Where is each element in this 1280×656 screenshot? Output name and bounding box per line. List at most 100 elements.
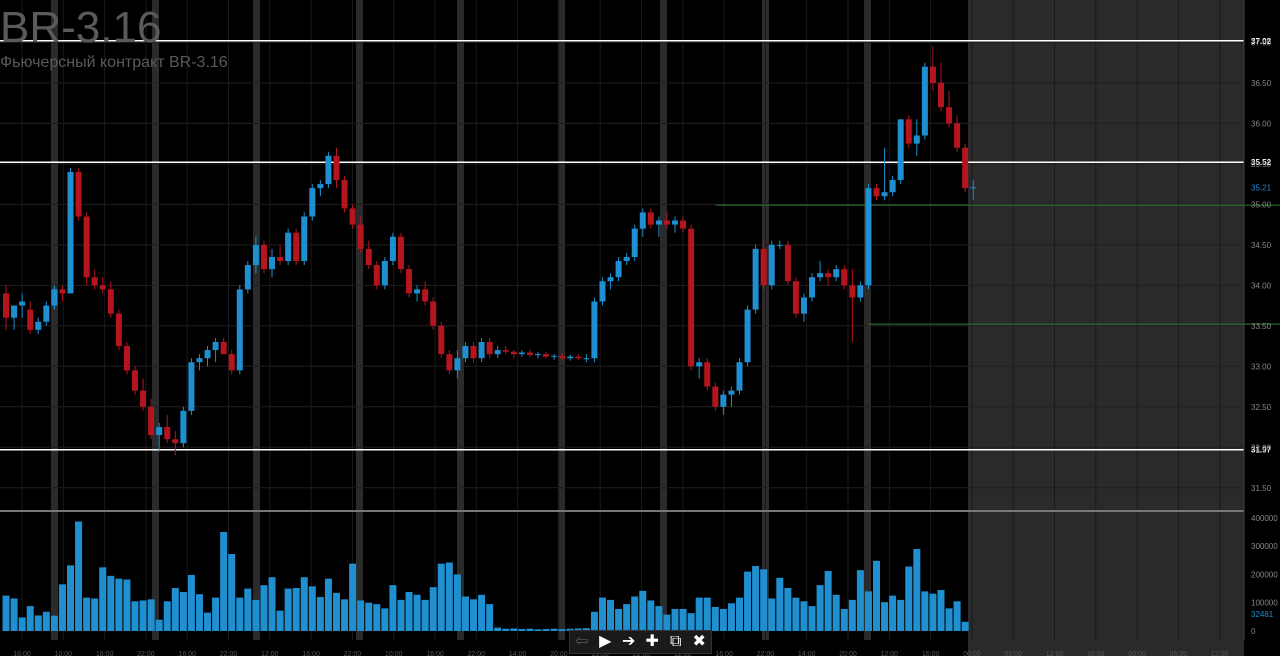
volume-bar <box>478 594 486 631</box>
volume-bar <box>776 577 784 631</box>
volume-bar <box>848 599 856 631</box>
candle-body <box>760 248 767 286</box>
volume-bar <box>349 563 357 631</box>
play-icon[interactable]: ▶ <box>599 633 612 650</box>
volume-bar <box>292 587 300 631</box>
candle-body <box>897 119 904 181</box>
time-tick-label: 12:00 <box>881 651 899 656</box>
volume-bar <box>341 599 349 631</box>
candle-body <box>913 135 920 144</box>
candle-body <box>639 212 646 229</box>
volume-bar <box>881 602 889 631</box>
candle-body <box>680 220 687 229</box>
volume-bar <box>171 587 179 631</box>
volume-bar <box>486 604 494 631</box>
candle-body <box>164 427 171 440</box>
candle-body <box>559 355 566 359</box>
volume-bar <box>332 592 340 631</box>
time-tick-label: 22:00 <box>468 651 486 656</box>
price-tick-label: 36.00 <box>1251 119 1272 128</box>
candle-body <box>27 309 34 330</box>
candle-body <box>212 342 219 351</box>
time-tick-label: 16:00 <box>96 651 114 656</box>
volume-bar <box>220 531 228 631</box>
time-tick-label: 16:00 <box>426 651 444 656</box>
chart-title: BR-3.16 <box>0 3 162 52</box>
candle-body <box>575 356 582 359</box>
candle-body <box>75 171 82 217</box>
volume-bar <box>864 591 872 631</box>
volume-bar <box>75 521 83 631</box>
candle-body <box>67 171 74 294</box>
close-icon[interactable]: ✖ <box>692 633 706 650</box>
volume-bar <box>905 566 913 631</box>
volume-bar <box>91 598 99 631</box>
arrow-left-icon[interactable]: ⇦ <box>575 633 589 650</box>
candle-body <box>430 301 437 326</box>
candle-body <box>446 354 453 371</box>
candle-body <box>333 155 340 181</box>
volume-tick-label: 200000 <box>1251 570 1278 579</box>
arrow-right-icon[interactable]: ➔ <box>622 633 636 650</box>
candle-body <box>736 362 743 391</box>
time-tick-label: 00:00 <box>963 651 981 656</box>
candle-body <box>301 216 308 262</box>
volume-bar <box>324 578 332 631</box>
candle-body <box>11 305 18 318</box>
candle-body <box>365 248 372 266</box>
last-volume-label: 32481 <box>1251 610 1274 619</box>
popout-icon[interactable]: ⧉ <box>670 633 682 650</box>
price-tick-label: 34.50 <box>1251 241 1272 250</box>
price-tick-label: 33.00 <box>1251 362 1272 371</box>
volume-bar <box>389 585 397 631</box>
volume-bar <box>147 599 155 631</box>
volume-bar <box>50 615 58 631</box>
candle-body <box>269 256 276 270</box>
move-icon[interactable]: ✚ <box>645 633 659 650</box>
candle-body <box>220 342 227 355</box>
volume-bar <box>139 600 147 631</box>
candle-body <box>196 358 203 363</box>
volume-bar <box>179 591 187 631</box>
volume-bar <box>808 606 816 631</box>
candle-body <box>631 228 638 257</box>
volume-bar <box>260 585 268 631</box>
candle-body <box>720 394 727 407</box>
candle-body <box>325 155 332 185</box>
volume-bar <box>284 588 292 631</box>
time-tick-label: 14:00 <box>509 651 527 656</box>
volume-tick-label: 400000 <box>1251 514 1278 523</box>
candle-body <box>83 216 90 278</box>
candle-body <box>583 358 590 360</box>
candle-body <box>510 351 517 355</box>
volume-bar <box>792 597 800 631</box>
volume-bar <box>34 615 42 631</box>
session-band <box>558 0 565 640</box>
volume-bar <box>316 597 324 631</box>
volume-bar <box>542 629 550 631</box>
candle-body <box>954 123 961 148</box>
candle-body <box>946 107 953 124</box>
candle-body <box>180 410 187 444</box>
volume-bar <box>421 599 429 631</box>
volume-bar <box>671 608 679 631</box>
volume-bar <box>155 619 163 631</box>
volume-bar <box>357 600 365 631</box>
volume-bar <box>760 569 768 631</box>
volume-bar <box>623 604 631 631</box>
time-tick-label: 16:00 <box>178 651 196 656</box>
time-tick-label: 14:00 <box>798 651 816 656</box>
time-tick-label: 16:00 <box>922 651 940 656</box>
candle-body <box>623 256 630 262</box>
future-zone <box>968 0 1244 656</box>
candle-body <box>373 265 380 286</box>
volume-bar <box>816 585 824 631</box>
time-tick-label: 22:00 <box>137 651 155 656</box>
time-tick-label: 12:00 <box>1046 651 1064 656</box>
candle-body <box>236 289 243 371</box>
volume-bar <box>703 597 711 631</box>
price-tick-label: 35.00 <box>1251 200 1272 209</box>
candle-body <box>663 220 670 225</box>
price-tick-label: 32.50 <box>1251 403 1272 412</box>
volume-bar <box>494 627 502 631</box>
